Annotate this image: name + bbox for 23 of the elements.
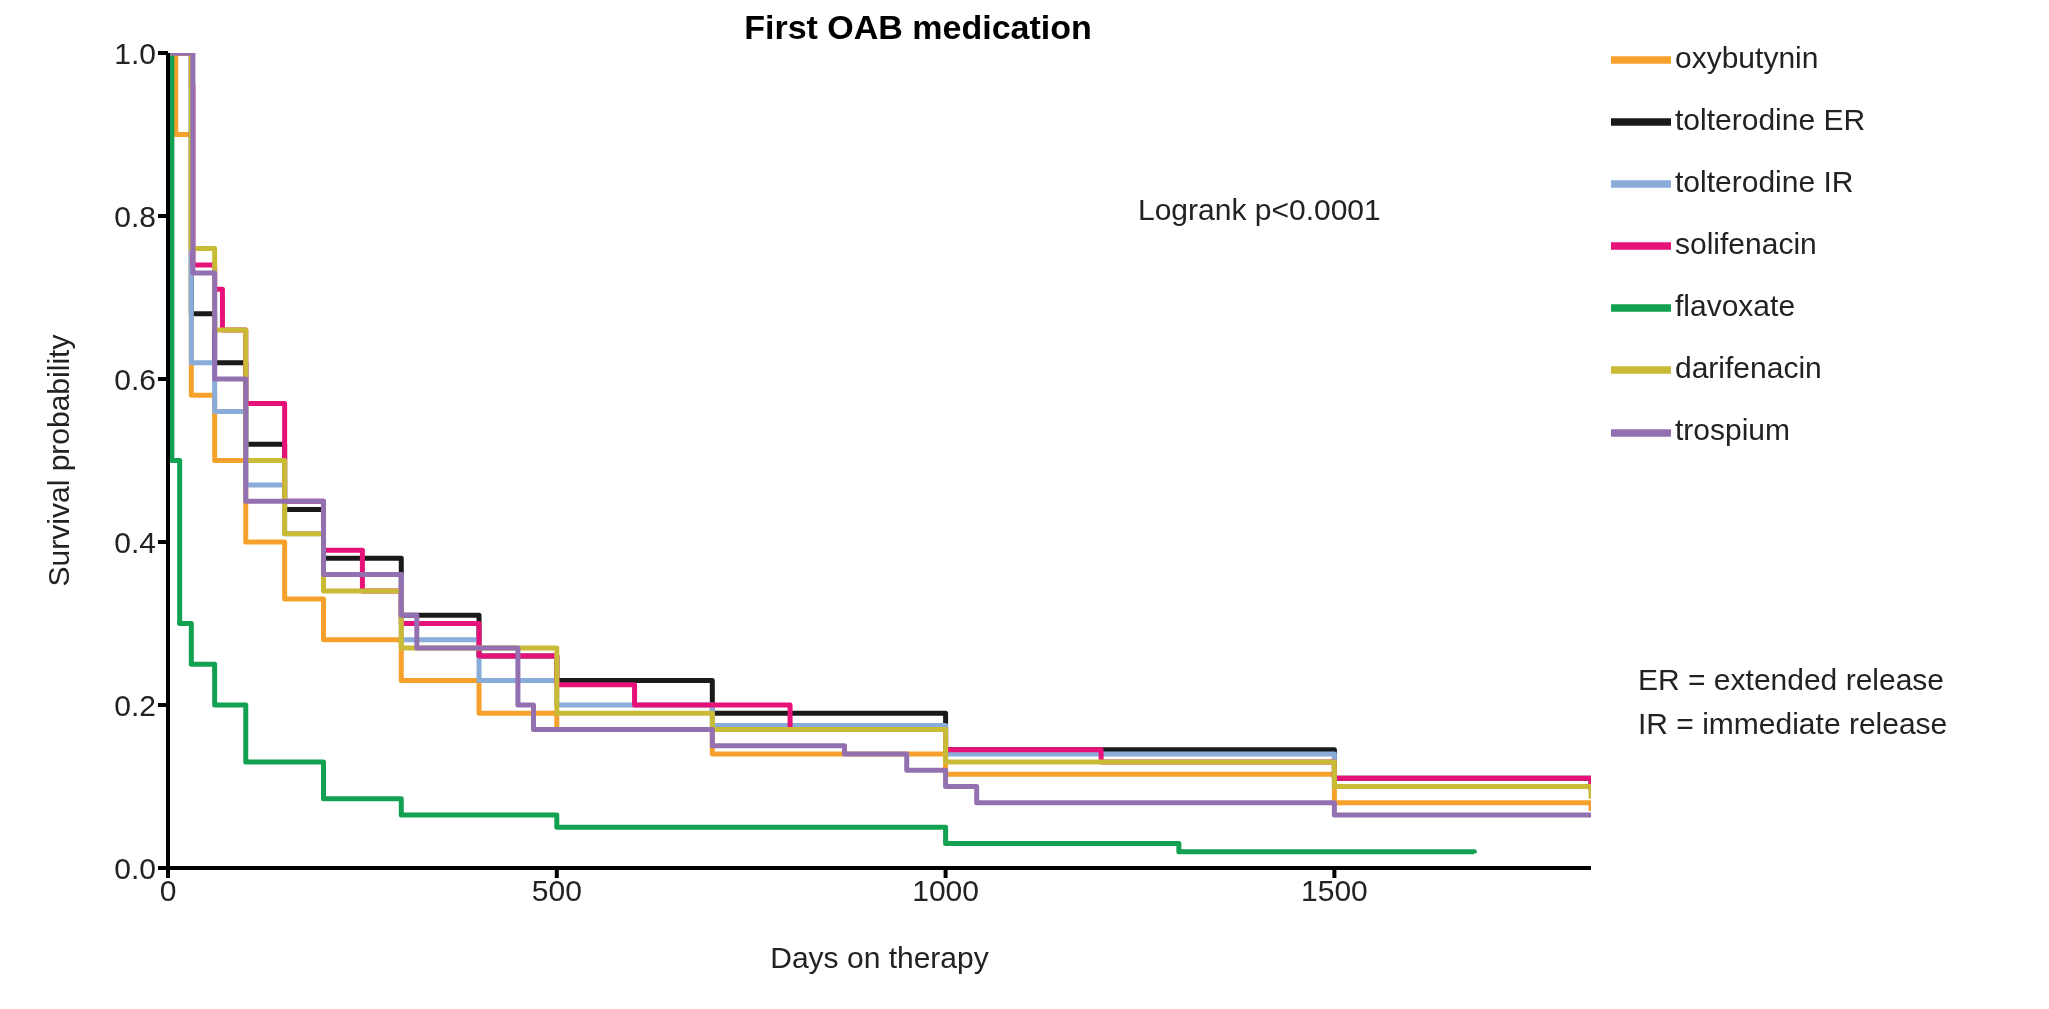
x-tick-label: 500 (531, 874, 582, 908)
chart-title: First OAB medication (743, 8, 1093, 47)
legend-label: flavoxate (1675, 289, 1796, 323)
y-tick-label: 1.0 (114, 36, 156, 70)
x-axis-title: Days on therapy (770, 941, 989, 974)
legend-label: tolterodine IR (1675, 165, 1854, 199)
legend-label: trospium (1675, 413, 1791, 447)
legend-label: darifenacin (1675, 351, 1822, 385)
y-axis-title: Survival probability (41, 334, 75, 587)
y-tick-label: 0.6 (114, 362, 156, 396)
y-tick-label: 0.4 (114, 525, 156, 559)
x-tick-label: 1500 (1301, 874, 1368, 908)
text: IR = immediate release (1638, 706, 1948, 742)
legend-label: solifenacin (1675, 227, 1817, 261)
y-tick-label: 0.8 (114, 199, 156, 233)
legend-label: oxybutynin (1675, 41, 1819, 74)
text: ER = extended release (1638, 662, 1946, 698)
y-tick-label: 0.0 (114, 851, 156, 885)
y-tick-label: 0.2 (114, 688, 156, 722)
x-tick-label: 0 (159, 874, 177, 908)
x-tick-label: 1000 (912, 874, 979, 908)
legend-label: tolterodine ER (1675, 103, 1866, 137)
annotation: Logrank p<0.0001 (1138, 193, 1381, 227)
